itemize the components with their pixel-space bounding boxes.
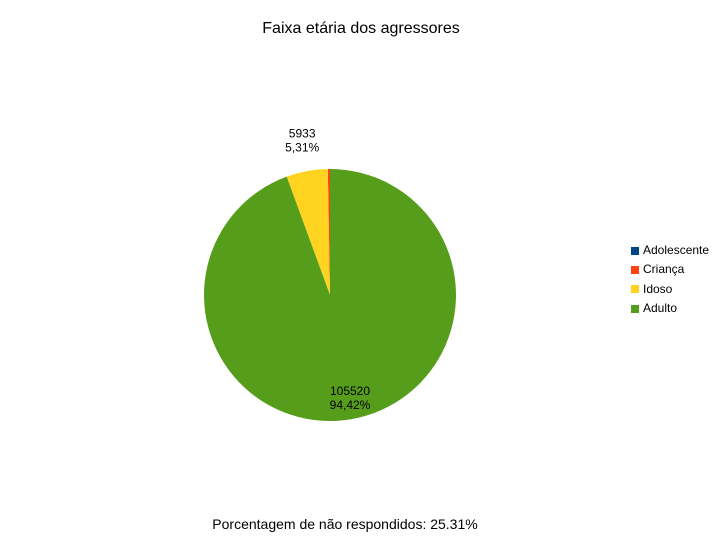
data-label-percent-adulto: 94,42% xyxy=(330,398,371,412)
legend: Adolescente Criança Idoso Adulto xyxy=(631,241,709,318)
pie-slice-idoso xyxy=(286,169,330,295)
legend-label: Adulto xyxy=(643,300,678,315)
footer-note: Porcentagem de não respondidos: 25.31% xyxy=(212,516,478,532)
data-label-value-adulto: 105520 xyxy=(330,384,370,398)
legend-swatch xyxy=(631,285,639,294)
chart-title: Faixa etária dos agressores xyxy=(262,20,460,37)
legend-swatch xyxy=(631,265,639,274)
legend-swatch xyxy=(631,246,639,255)
legend-item-adolescente: Adolescente xyxy=(631,241,709,260)
legend-item-criança: Criança xyxy=(631,260,709,279)
legend-swatch xyxy=(631,304,639,313)
data-label-value-idoso: 5933 xyxy=(289,127,316,141)
pie-slice-adulto xyxy=(204,169,456,421)
legend-item-adulto: Adulto xyxy=(631,299,709,318)
legend-label: Idoso xyxy=(643,281,673,296)
legend-label: Adolescente xyxy=(643,243,710,257)
legend-label: Criança xyxy=(643,262,685,277)
data-label-percent-idoso: 5,31% xyxy=(285,141,319,155)
pie-slice-criança xyxy=(327,169,330,295)
legend-item-idoso: Idoso xyxy=(631,280,709,299)
